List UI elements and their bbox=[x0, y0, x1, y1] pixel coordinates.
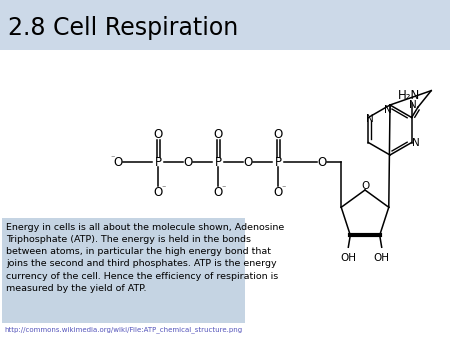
FancyBboxPatch shape bbox=[0, 0, 450, 50]
Text: O: O bbox=[317, 155, 327, 169]
Text: H₂N: H₂N bbox=[397, 89, 420, 102]
Text: O: O bbox=[113, 155, 122, 169]
Text: O: O bbox=[274, 186, 283, 198]
Text: O: O bbox=[213, 128, 223, 142]
Text: O: O bbox=[243, 155, 252, 169]
Text: N: N bbox=[412, 138, 419, 147]
Text: 2.8 Cell Respiration: 2.8 Cell Respiration bbox=[8, 16, 238, 40]
FancyBboxPatch shape bbox=[2, 218, 245, 323]
Text: O: O bbox=[153, 186, 162, 198]
Text: O: O bbox=[213, 186, 223, 198]
Text: N: N bbox=[409, 100, 417, 110]
Text: N: N bbox=[384, 105, 392, 115]
Text: ⁻: ⁻ bbox=[282, 184, 286, 193]
Text: O: O bbox=[361, 181, 369, 191]
Text: ⁻: ⁻ bbox=[162, 184, 166, 193]
Text: O: O bbox=[274, 128, 283, 142]
Text: ⁻: ⁻ bbox=[111, 153, 115, 163]
Text: OH: OH bbox=[374, 253, 390, 263]
Text: P: P bbox=[154, 155, 162, 169]
Text: P: P bbox=[274, 155, 282, 169]
Text: N: N bbox=[366, 115, 374, 124]
Text: ⁻: ⁻ bbox=[222, 184, 226, 193]
Text: O: O bbox=[184, 155, 193, 169]
Text: O: O bbox=[153, 128, 162, 142]
Text: OH: OH bbox=[340, 253, 356, 263]
Text: Energy in cells is all about the molecule shown, Adenosine
Triphosphate (ATP). T: Energy in cells is all about the molecul… bbox=[6, 223, 284, 293]
Text: P: P bbox=[215, 155, 221, 169]
Text: http://commons.wikimedia.org/wiki/File:ATP_chemical_structure.png: http://commons.wikimedia.org/wiki/File:A… bbox=[4, 326, 242, 333]
